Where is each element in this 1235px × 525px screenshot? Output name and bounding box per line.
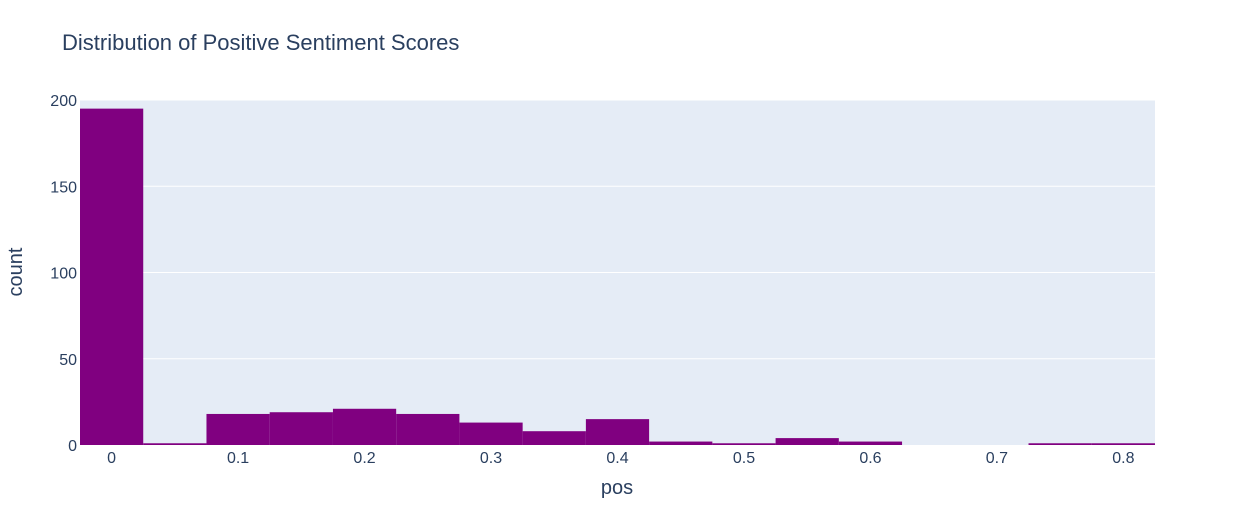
y-tick-label: 50 bbox=[59, 352, 77, 369]
x-tick-label: 0.3 bbox=[480, 450, 502, 467]
x-tick-label: 0.7 bbox=[986, 450, 1008, 467]
y-axis-title: count bbox=[5, 247, 27, 296]
bars bbox=[80, 108, 1155, 445]
x-tick-label: 0.8 bbox=[1112, 450, 1134, 467]
histogram-bar bbox=[838, 441, 903, 445]
histogram-bar bbox=[396, 413, 460, 445]
histogram-bar bbox=[459, 422, 523, 445]
histogram-bar bbox=[143, 443, 207, 445]
y-tick-label: 100 bbox=[50, 266, 77, 283]
x-tick-label: 0.6 bbox=[859, 450, 881, 467]
x-tick-label: 0 bbox=[107, 450, 116, 467]
histogram-bar bbox=[332, 408, 397, 445]
histogram-bar bbox=[775, 438, 839, 445]
x-tick-label: 0.1 bbox=[227, 450, 249, 467]
histogram-bar bbox=[1028, 443, 1092, 445]
x-tick-label: 0.4 bbox=[606, 450, 628, 467]
y-tick-label: 0 bbox=[68, 438, 77, 455]
grid-lines bbox=[80, 99, 1155, 360]
x-axis-title: pos bbox=[601, 477, 633, 499]
histogram-bar bbox=[585, 419, 650, 445]
x-tick-label: 0.5 bbox=[733, 450, 755, 467]
y-tick-label: 200 bbox=[50, 93, 77, 110]
x-tick-label: 0.2 bbox=[353, 450, 375, 467]
histogram-bar bbox=[712, 443, 776, 445]
x-axis-ticks: 0 0.1 0.2 0.3 0.4 0.5 0.6 0.7 0.8 bbox=[107, 450, 1134, 467]
histogram-bar bbox=[522, 431, 586, 445]
chart-title: Distribution of Positive Sentiment Score… bbox=[62, 30, 459, 55]
histogram-bar bbox=[1091, 443, 1155, 445]
y-axis-ticks: 0 50 100 150 200 bbox=[50, 93, 77, 455]
histogram-bar bbox=[269, 412, 333, 445]
histogram-bar bbox=[206, 413, 270, 445]
histogram-bar bbox=[80, 108, 144, 445]
histogram-bar bbox=[649, 441, 713, 445]
y-tick-label: 150 bbox=[50, 179, 77, 196]
